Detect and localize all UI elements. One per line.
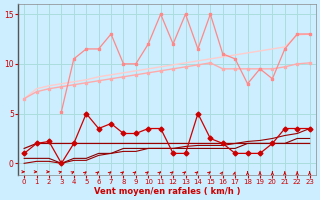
- X-axis label: Vent moyen/en rafales ( km/h ): Vent moyen/en rafales ( km/h ): [94, 187, 240, 196]
